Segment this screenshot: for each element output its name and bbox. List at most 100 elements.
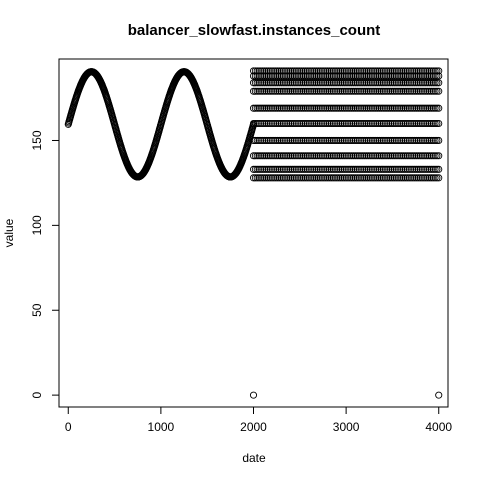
data-point [281, 79, 289, 87]
data-point [357, 104, 365, 112]
data-point [431, 72, 439, 80]
data-point [366, 79, 374, 87]
data-point [355, 79, 363, 87]
data-point [372, 67, 380, 75]
data-point [414, 87, 422, 95]
data-point [303, 87, 311, 95]
data-point [375, 104, 384, 112]
data-point [331, 79, 339, 87]
data-point [277, 152, 285, 160]
data-point [401, 79, 409, 87]
data-point [422, 104, 430, 112]
data-point [405, 136, 413, 145]
data-point [344, 67, 352, 75]
data-point [370, 67, 378, 75]
data-point [333, 174, 341, 182]
data-point [290, 174, 298, 182]
data-point [279, 119, 287, 128]
data-point [359, 165, 367, 173]
data-point [259, 67, 267, 75]
data-point [362, 136, 371, 145]
data-point [390, 79, 398, 87]
data-point [362, 72, 371, 80]
data-point [324, 72, 332, 80]
data-point [377, 67, 385, 75]
data-point [381, 152, 389, 160]
data-point [279, 67, 287, 75]
data-point [279, 87, 287, 95]
data-point [424, 174, 432, 182]
data-point [309, 136, 317, 145]
data-point [342, 79, 350, 87]
data-point [418, 119, 426, 128]
data-point [340, 165, 348, 173]
data-point [303, 119, 311, 128]
data-point [387, 165, 395, 173]
data-point [353, 119, 361, 128]
data-point [412, 72, 421, 80]
data-point [338, 174, 346, 182]
data-point [266, 165, 274, 173]
data-point [344, 72, 352, 80]
data-point [433, 67, 441, 75]
data-point [333, 87, 341, 95]
data-point [431, 67, 439, 75]
data-point [249, 67, 258, 75]
data-point [351, 174, 359, 182]
data-point [399, 136, 408, 145]
data-point [314, 104, 322, 112]
data-point [281, 136, 289, 145]
data-point [333, 67, 341, 75]
data-point [401, 87, 409, 95]
data-point [422, 152, 430, 160]
data-point [405, 119, 413, 128]
data-point [412, 165, 421, 173]
data-point [261, 165, 269, 173]
data-point [392, 104, 400, 112]
data-point [355, 104, 363, 112]
data-point [257, 152, 265, 160]
data-point [398, 72, 406, 80]
data-point [435, 152, 443, 160]
data-point [320, 79, 328, 87]
data-point [266, 79, 274, 87]
data-point [286, 165, 295, 173]
data-point [311, 87, 319, 95]
data-point [407, 165, 415, 173]
data-point [374, 152, 382, 160]
data-point [416, 79, 424, 87]
data-point [327, 119, 335, 128]
data-point [396, 119, 404, 128]
data-point [370, 136, 378, 145]
data-point [296, 79, 304, 87]
data-point [249, 87, 258, 95]
data-point [270, 67, 278, 75]
data-point [388, 67, 396, 75]
data-point [435, 174, 443, 182]
data-point [288, 119, 296, 128]
data-point [283, 79, 291, 87]
data-point [327, 72, 335, 80]
data-point [324, 87, 332, 95]
data-point [381, 72, 389, 80]
data-point [420, 87, 428, 95]
data-point [416, 87, 424, 95]
data-point [285, 72, 293, 80]
data-point [277, 136, 285, 145]
data-point [349, 152, 358, 160]
data-point [366, 174, 374, 182]
data-point [333, 152, 341, 160]
data-point [387, 87, 395, 95]
data-point [283, 174, 291, 182]
data-point [261, 72, 269, 80]
data-point [390, 104, 398, 112]
data-point [361, 174, 369, 182]
data-point [424, 87, 432, 95]
data-point [387, 152, 395, 160]
data-point [366, 119, 374, 128]
data-point [285, 79, 293, 87]
data-point [403, 152, 411, 160]
data-point [251, 67, 259, 75]
data-point [301, 87, 309, 95]
